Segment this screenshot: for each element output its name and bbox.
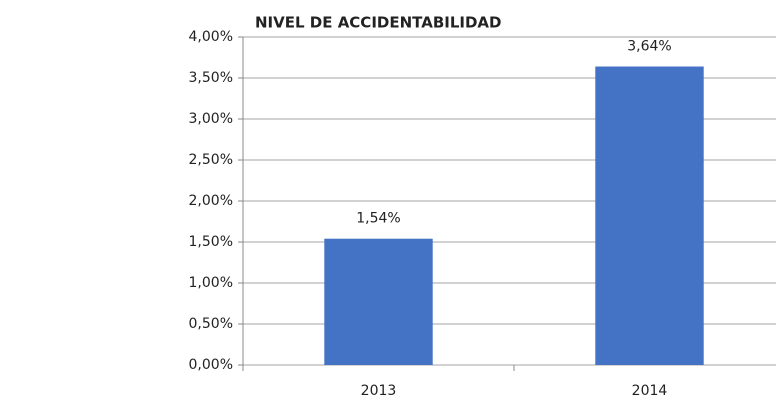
- y-tick-label: 4,00%: [189, 29, 233, 45]
- data-label: 3,64%: [627, 39, 671, 55]
- y-tick-label: 3,00%: [189, 111, 233, 127]
- bar: [324, 238, 433, 365]
- y-tick-label: 0,50%: [189, 316, 233, 332]
- x-tick-label: 2013: [361, 383, 397, 399]
- y-tick-label: 1,50%: [189, 234, 233, 250]
- bar: [595, 66, 704, 366]
- y-tick-label: 3,50%: [189, 70, 233, 86]
- y-tick-label: 0,00%: [189, 357, 233, 373]
- y-tick-label: 2,50%: [189, 152, 233, 168]
- x-tick-label: 2014: [632, 383, 668, 399]
- y-tick-label: 2,00%: [189, 193, 233, 209]
- chart-title: NIVEL DE ACCIDENTABILIDAD: [255, 14, 502, 32]
- data-label: 1,54%: [356, 211, 400, 227]
- y-tick-label: 1,00%: [189, 275, 233, 291]
